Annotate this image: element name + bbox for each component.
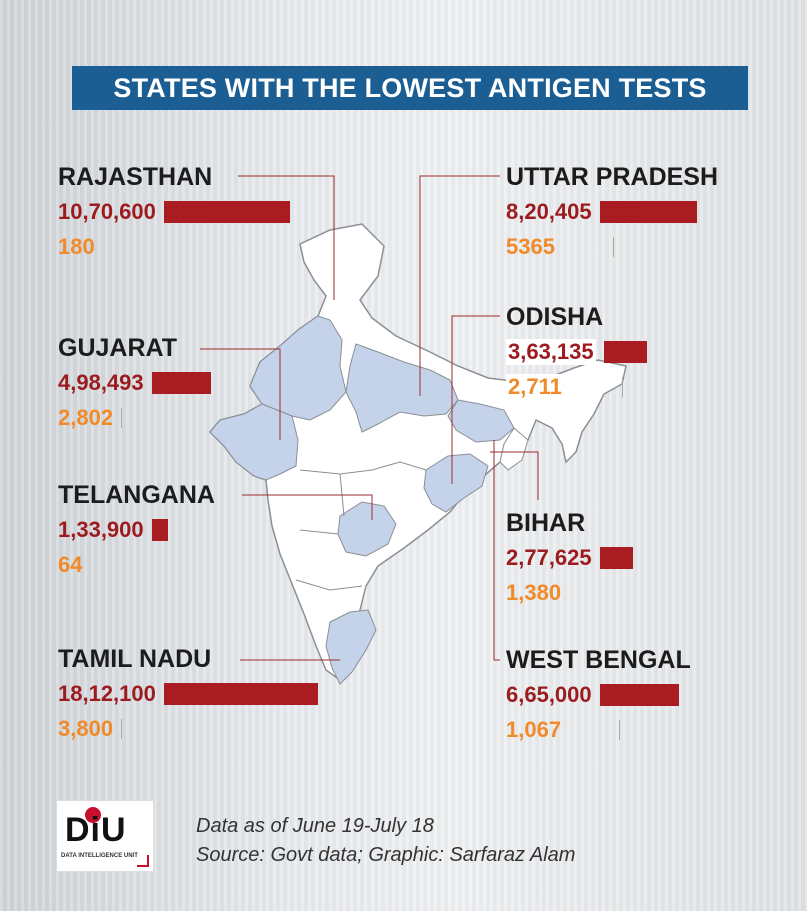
state-name: ODISHA: [506, 303, 604, 331]
total-tests-bar: [599, 547, 633, 569]
diu-logo: DiU DATA INTELLIGENCE UNIT: [56, 800, 154, 872]
chart-title: STATES WITH THE LOWEST ANTIGEN TESTS: [72, 66, 748, 110]
antigen-tests-bar: [619, 720, 621, 740]
antigen-tests-value: 180: [58, 234, 95, 259]
state-block-gujarat: GUJARAT 4,98,493 2,802: [58, 333, 318, 433]
logo-corner-icon: [137, 855, 149, 867]
logo-subtext: DATA INTELLIGENCE UNIT: [61, 853, 138, 859]
total-tests-bar: [599, 201, 697, 223]
total-tests-value: 2,77,625: [506, 545, 592, 570]
state-name: GUJARAT: [58, 334, 177, 362]
state-name: TAMIL NADU: [58, 645, 212, 673]
state-name: BIHAR: [506, 509, 586, 537]
state-block-rajasthan: RAJASTHAN 10,70,600 180: [58, 162, 318, 262]
total-tests-bar: [163, 201, 290, 223]
uttar-pradesh-region: [345, 343, 459, 433]
state-block-uttar-pradesh: UTTAR PRADESH 8,20,405 5365: [506, 162, 766, 262]
logo-dot-icon: [85, 807, 101, 823]
total-tests-value: 3,63,135: [506, 339, 596, 365]
antigen-tests-value: 2,802: [58, 405, 114, 430]
antigen-tests-value: 5365: [506, 234, 555, 259]
total-tests-value: 4,98,493: [58, 370, 144, 395]
logo-text: DiU: [65, 811, 127, 849]
state-block-telangana: TELANGANA 1,33,900 64: [58, 480, 318, 580]
data-date-note: Data as of June 19-July 18: [196, 815, 434, 837]
total-tests-value: 18,12,100: [58, 681, 156, 706]
state-block-tamil-nadu: TAMIL NADU 18,12,100 3,800: [58, 644, 318, 744]
total-tests-bar: [163, 683, 318, 705]
total-tests-value: 6,65,000: [506, 682, 592, 707]
source-note: Source: Govt data; Graphic: Sarfaraz Ala…: [196, 844, 576, 866]
total-tests-value: 8,20,405: [506, 199, 592, 224]
footer-notes: Data as of June 19-July 18 Source: Govt …: [196, 812, 575, 870]
antigen-tests-value: 1,067: [506, 717, 562, 742]
state-name: WEST BENGAL: [506, 646, 691, 674]
total-tests-bar: [151, 372, 211, 394]
antigen-tests-bar: [612, 237, 614, 257]
antigen-tests-value: 1,380: [506, 580, 562, 605]
total-tests-value: 10,70,600: [58, 199, 156, 224]
total-tests-value: 1,33,900: [58, 517, 144, 542]
total-tests-bar: [599, 684, 679, 706]
antigen-tests-value: 2,711: [506, 374, 564, 400]
antigen-tests-bar: [121, 719, 123, 739]
antigen-tests-bar: [121, 408, 123, 428]
total-tests-bar: [151, 519, 168, 541]
antigen-tests-value: 64: [58, 552, 83, 577]
tamil-nadu-region: [325, 609, 377, 685]
state-name: RAJASTHAN: [58, 163, 213, 191]
state-name: TELANGANA: [58, 481, 215, 509]
state-block-west-bengal: WEST BENGAL 6,65,000 1,067: [506, 645, 766, 745]
state-name: UTTAR PRADESH: [506, 163, 719, 191]
total-tests-bar: [603, 341, 647, 363]
antigen-tests-bar: [621, 377, 623, 397]
state-block-odisha: ODISHA 3,63,135 2,711: [506, 302, 766, 402]
state-block-bihar: BIHAR 2,77,625 1,380: [506, 508, 766, 608]
antigen-tests-value: 3,800: [58, 716, 114, 741]
